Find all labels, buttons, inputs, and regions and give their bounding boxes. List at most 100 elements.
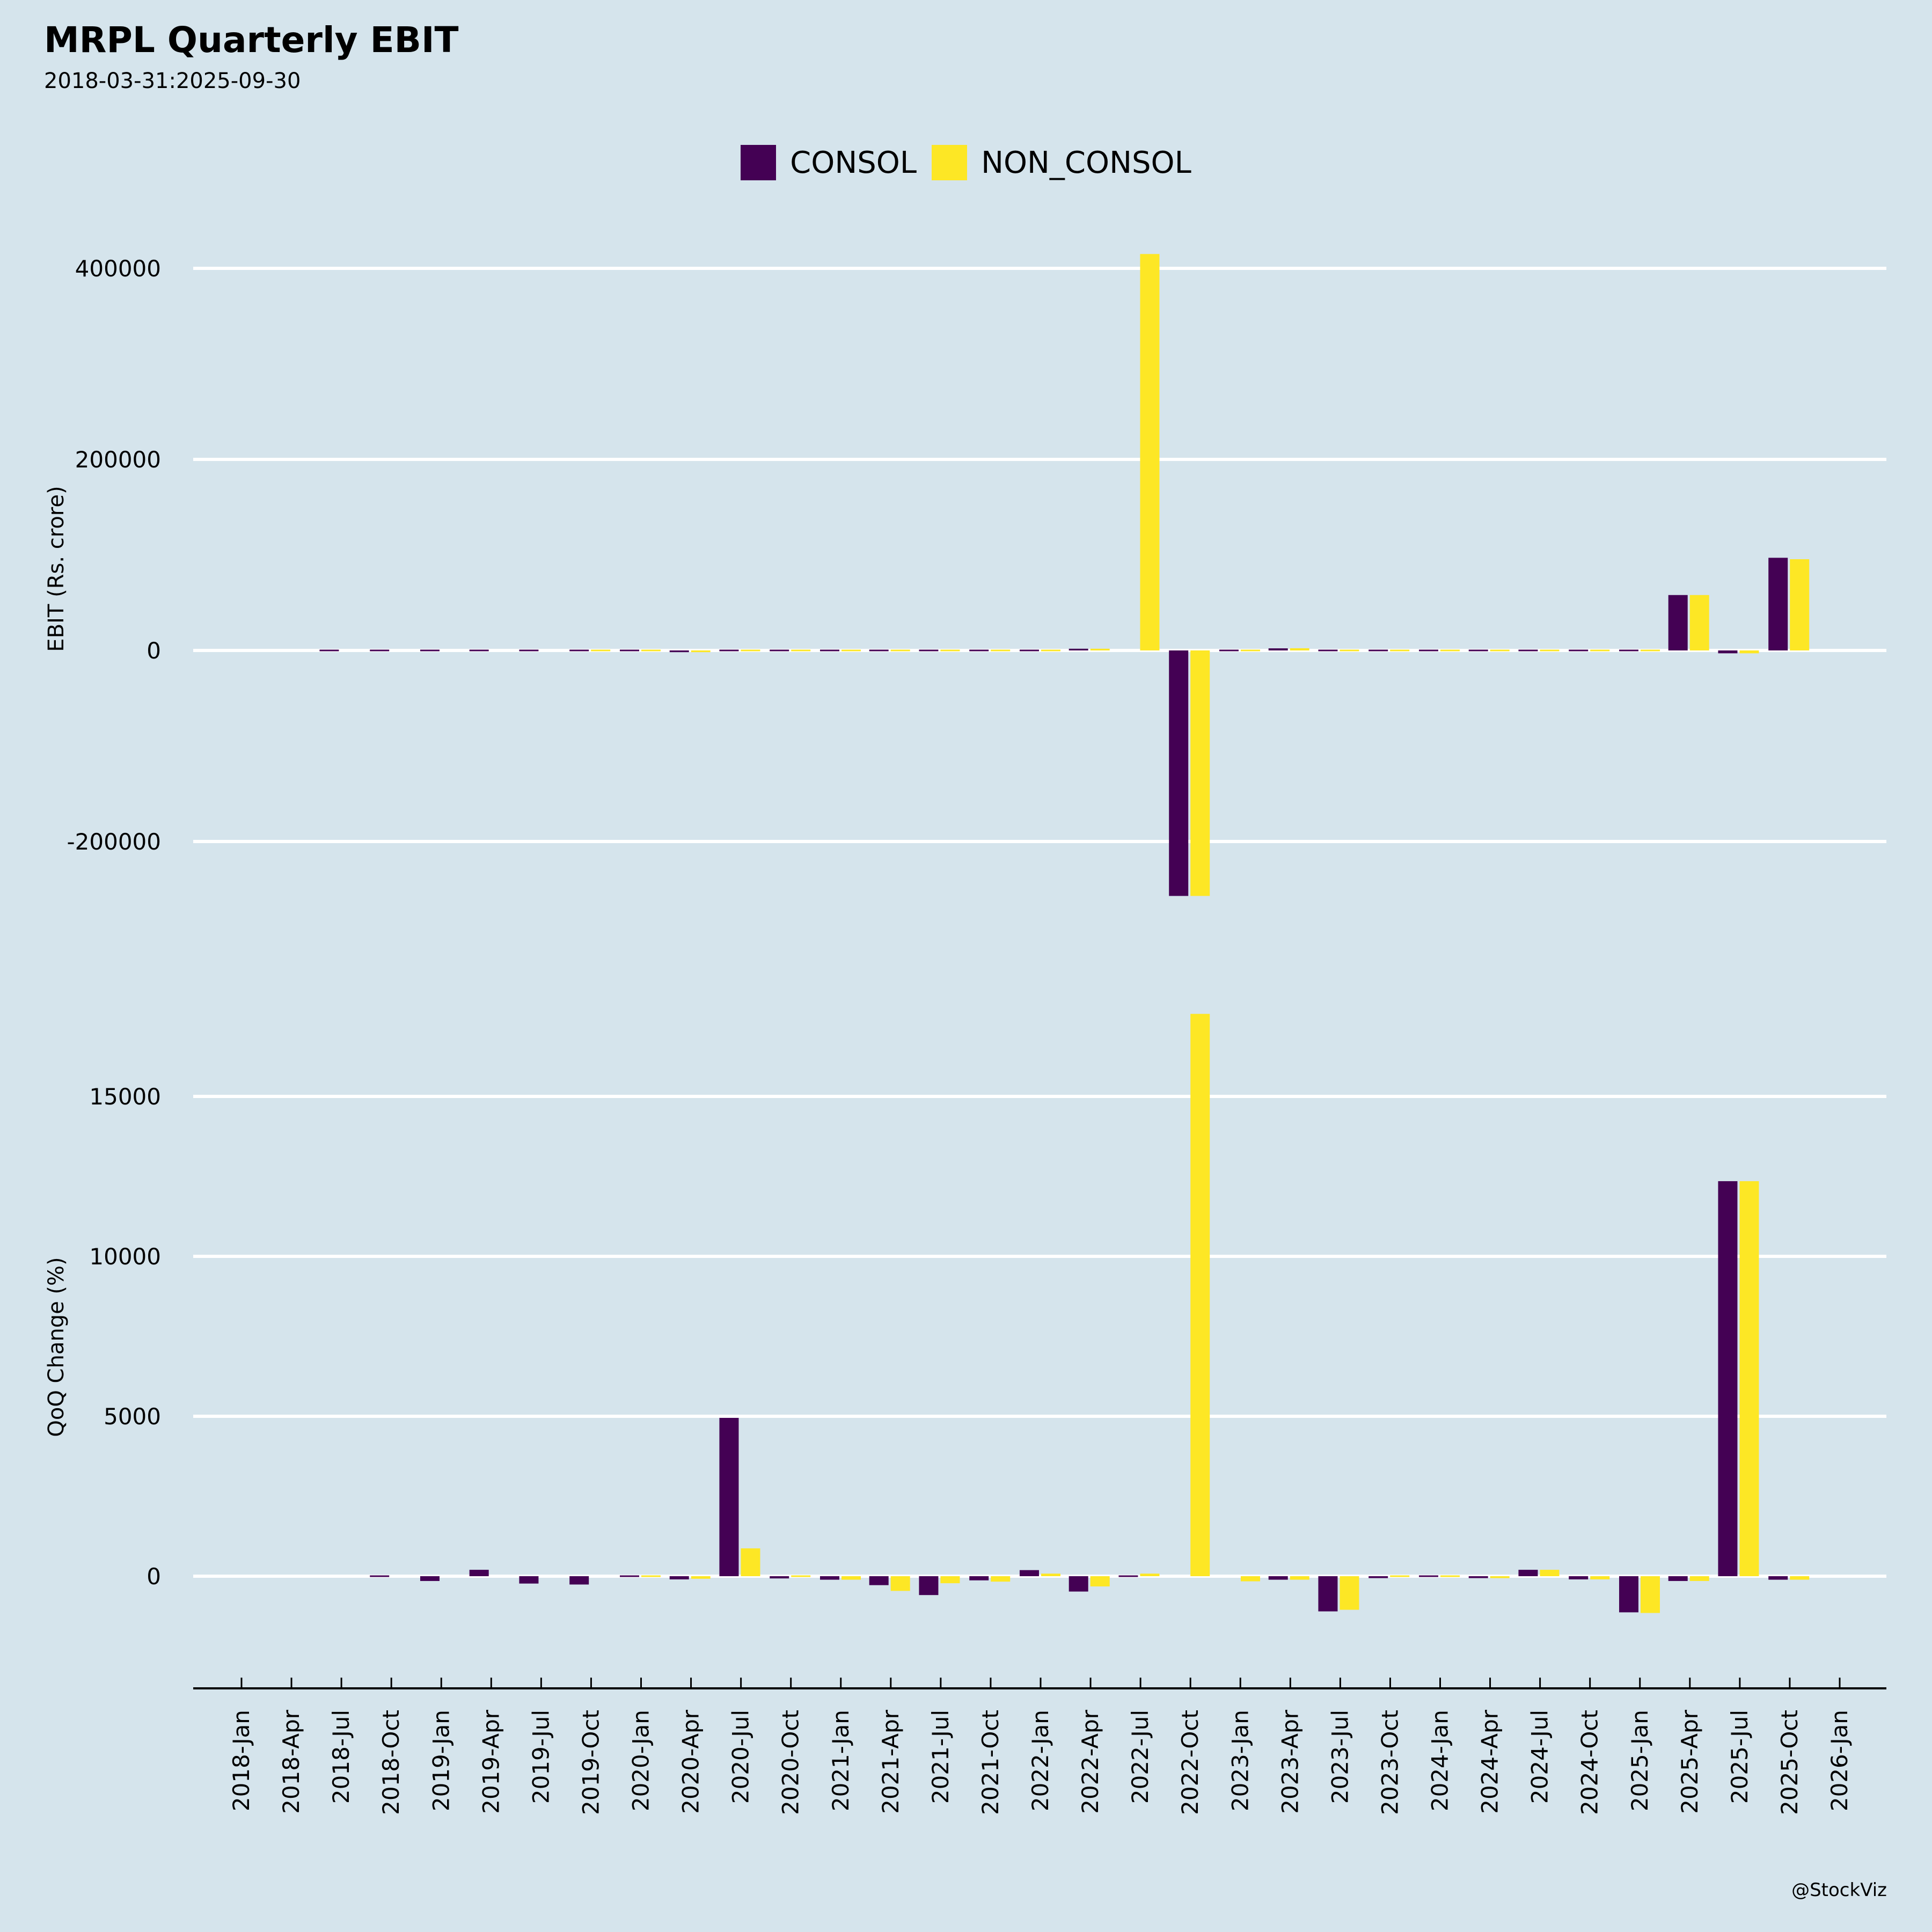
bar-non-consol-2019-12-31 <box>641 649 661 652</box>
bar-non-consol-2023-03-31 <box>1290 1576 1309 1580</box>
y-tick-label: 10000 <box>89 1243 161 1270</box>
bar-non-consol-2022-03-31 <box>1090 1576 1110 1587</box>
bar-consol-2024-06-30 <box>1518 1570 1538 1576</box>
x-tick-label: 2018-Jan <box>228 1710 254 1811</box>
chart-title: MRPL Quarterly EBIT <box>44 19 459 61</box>
bar-non-consol-2019-12-31 <box>641 1575 661 1577</box>
x-tick-label: 2023-Jul <box>1327 1710 1353 1804</box>
bar-consol-2020-06-30 <box>719 649 739 652</box>
bar-non-consol-2022-12-31 <box>1240 649 1260 652</box>
x-tick-label: 2023-Oct <box>1377 1710 1403 1815</box>
bar-non-consol-2025-09-30 <box>1790 1576 1810 1580</box>
bar-consol-2022-12-31 <box>1219 649 1239 652</box>
bar-non-consol-2025-03-31 <box>1689 595 1709 650</box>
bar-non-consol-2020-12-31 <box>841 649 861 652</box>
bar-consol-2024-09-30 <box>1569 1576 1589 1579</box>
x-tick-label: 2024-Jan <box>1427 1710 1453 1811</box>
bar-consol-2025-03-31 <box>1668 1576 1688 1581</box>
y-tick-label: 15000 <box>89 1084 161 1110</box>
y-tick-label: -200000 <box>67 829 162 855</box>
bar-non-consol-2024-06-30 <box>1540 1570 1560 1576</box>
y-tick-label: 200000 <box>75 447 161 473</box>
x-axis: 2018-Jan 2018-Apr 2018-Jul 2018-Oct 2019-Jan… <box>193 1678 1886 1815</box>
ebit-panel: 400000 200000 0 -200000 EBIT (Rs. crore) <box>44 254 1886 896</box>
bar-consol-2020-12-31 <box>819 1576 839 1580</box>
bar-non-consol-2023-03-31 <box>1290 648 1309 650</box>
x-tick-label: 2022-Oct <box>1177 1710 1203 1815</box>
bar-non-consol-2024-12-31 <box>1640 1576 1660 1613</box>
bar-consol-2019-12-31 <box>619 1575 639 1577</box>
legend-label-non-consol: NON_CONSOL <box>981 145 1191 180</box>
bar-non-consol-2022-12-31 <box>1240 1576 1260 1582</box>
bar-non-consol-2021-03-31 <box>890 1576 910 1591</box>
bar-non-consol-2021-09-30 <box>991 649 1011 652</box>
bar-consol-2022-06-30 <box>1118 1575 1138 1577</box>
x-tick-label: 2023-Jan <box>1227 1710 1253 1811</box>
bar-consol-2018-12-31 <box>420 1576 440 1581</box>
bar-non-consol-2021-12-31 <box>1041 649 1060 652</box>
x-tick-label: 2024-Jul <box>1527 1710 1553 1804</box>
x-tick-label: 2022-Apr <box>1077 1709 1103 1814</box>
legend-item-consol: CONSOL <box>741 145 917 180</box>
bar-non-consol-2021-12-31 <box>1041 1574 1060 1576</box>
bar-consol-2018-06-30 <box>319 649 339 652</box>
bar-consol-2024-12-31 <box>1619 649 1638 652</box>
bar-consol-2019-03-31 <box>469 1570 489 1576</box>
legend-label-consol: CONSOL <box>790 145 917 180</box>
bar-consol-2020-09-30 <box>770 1576 789 1579</box>
bar-non-consol-2024-09-30 <box>1590 1576 1610 1579</box>
bar-consol-2020-06-30 <box>719 1417 739 1576</box>
bar-consol-2022-09-30 <box>1169 650 1189 896</box>
x-tick-label: 2022-Jan <box>1027 1710 1053 1811</box>
bar-non-consol-2025-06-30 <box>1739 650 1759 654</box>
bar-non-consol-2022-09-30 <box>1190 1014 1210 1576</box>
bar-consol-2023-03-31 <box>1268 648 1288 650</box>
y-tick-label: 5000 <box>104 1403 161 1430</box>
legend: CONSOL NON_CONSOL <box>0 145 1932 180</box>
x-tick-label: 2024-Oct <box>1577 1710 1603 1815</box>
x-tick-label: 2018-Oct <box>378 1710 404 1815</box>
x-tick-label: 2019-Oct <box>577 1710 604 1815</box>
bar-consol-2024-03-31 <box>1468 1576 1488 1578</box>
bar-consol-2020-12-31 <box>819 649 839 652</box>
bar-non-consol-2024-03-31 <box>1490 649 1510 652</box>
bar-consol-2023-12-31 <box>1418 1575 1438 1577</box>
y-axis-title: QoQ Change (%) <box>44 1257 69 1437</box>
y-axis-title: EBIT (Rs. crore) <box>44 486 69 652</box>
bar-non-consol-2020-09-30 <box>791 649 811 652</box>
bar-consol-2023-12-31 <box>1418 649 1438 652</box>
x-tick-label: 2024-Apr <box>1477 1709 1503 1814</box>
bar-non-consol-2020-06-30 <box>741 649 760 652</box>
bar-consol-2025-03-31 <box>1668 595 1688 650</box>
bar-consol-2023-09-30 <box>1368 1576 1388 1578</box>
bar-consol-2018-12-31 <box>420 649 440 652</box>
bar-consol-2024-12-31 <box>1619 1576 1638 1613</box>
x-tick-label: 2021-Oct <box>977 1710 1004 1815</box>
bar-consol-2024-03-31 <box>1468 649 1488 652</box>
bar-non-consol-2020-12-31 <box>841 1576 861 1580</box>
bar-consol-2023-06-30 <box>1318 649 1338 652</box>
bar-consol-2021-06-30 <box>919 1576 939 1596</box>
bar-non-consol-2021-06-30 <box>940 649 960 652</box>
bar-non-consol-2020-03-31 <box>691 1576 711 1579</box>
x-tick-label: 2020-Jul <box>728 1710 754 1804</box>
bar-non-consol-2025-06-30 <box>1739 1181 1759 1576</box>
bar-non-consol-2025-09-30 <box>1790 559 1810 650</box>
bar-consol-2025-06-30 <box>1718 1181 1738 1576</box>
bar-consol-2021-03-31 <box>869 649 889 652</box>
bar-non-consol-2021-06-30 <box>940 1576 960 1584</box>
bar-consol-2023-06-30 <box>1318 1576 1338 1612</box>
bar-consol-2021-03-31 <box>869 1576 889 1585</box>
bar-non-consol-2025-03-31 <box>1689 1576 1709 1581</box>
qoq-panel: 15000 10000 5000 0 QoQ Change (%) <box>44 1014 1886 1613</box>
x-tick-label: 2019-Jul <box>528 1710 554 1804</box>
bar-consol-2019-06-30 <box>519 1576 539 1584</box>
bar-consol-2018-09-30 <box>370 649 390 652</box>
bar-non-consol-2020-06-30 <box>741 1548 760 1576</box>
bar-non-consol-2020-03-31 <box>691 650 711 653</box>
x-tick-label: 2019-Jan <box>428 1710 454 1811</box>
bar-non-consol-2021-03-31 <box>890 649 910 652</box>
bar-non-consol-2023-06-30 <box>1340 649 1359 652</box>
bar-consol-2021-09-30 <box>969 1576 989 1580</box>
bar-consol-2024-06-30 <box>1518 649 1538 652</box>
